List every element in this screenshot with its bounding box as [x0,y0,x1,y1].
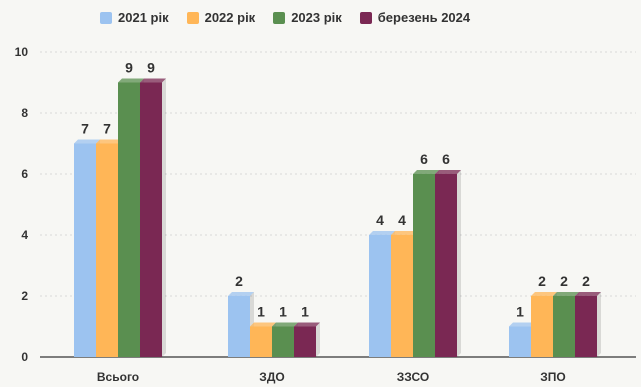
bar-top [435,170,461,174]
data-label: 9 [125,60,133,76]
bar-side [597,292,601,357]
legend-item-2021: 2021 рік [100,10,169,25]
data-label: 2 [235,273,243,289]
y-tick-label: 2 [21,289,28,303]
data-label: 9 [147,60,155,76]
y-tick-label: 8 [21,106,28,120]
bar [96,143,118,357]
x-tick-label: Всього [97,370,139,384]
bar-top [96,139,122,144]
data-label: 7 [81,121,89,137]
legend-label-2023: 2023 рік [291,10,342,25]
legend-swatch-2022 [186,11,199,24]
data-label: 2 [560,273,568,289]
bar [74,143,96,357]
legend-label-2024: березень 2024 [377,10,471,25]
bar-side [316,322,320,357]
bar [575,296,597,357]
bar [140,82,162,357]
bar-top [391,231,417,235]
bar-top [272,322,298,327]
bar-top [294,322,320,327]
y-tick-label: 10 [15,45,29,59]
bar-top [553,292,579,296]
bar-top [575,292,601,296]
bar [369,235,391,357]
y-tick-label: 6 [21,167,28,181]
bar-top [140,78,166,83]
x-tick-label: ЗПО [540,370,565,384]
data-label: 1 [279,304,287,320]
data-label: 4 [398,212,406,228]
legend-item-2022: 2022 рік [186,10,256,25]
bar [250,326,272,357]
bar [272,326,294,357]
legend-swatch-2024 [359,11,372,24]
legend-label-2021: 2021 рік [118,10,169,25]
bar [435,174,457,357]
bar-top [413,170,439,174]
x-tick-label: ЗДО [259,370,284,384]
data-label: 1 [257,304,265,320]
bar-top [74,139,100,144]
data-label: 2 [582,273,590,289]
data-label: 4 [376,212,384,228]
legend-item-2023: 2023 рік [273,10,342,25]
legend: 2021 рік 2022 рік 2023 рік березень 2024 [100,10,470,25]
bar [509,326,531,357]
legend-swatch-2021 [100,11,112,24]
bar-top [118,78,144,83]
bar-side [457,170,461,357]
bar-top [531,292,557,296]
x-tick-label: ЗЗСО [397,370,429,384]
bar-top [369,231,395,235]
bar-top [228,292,254,296]
y-tick-label: 4 [21,228,28,242]
data-label: 2 [538,273,546,289]
y-tick-label: 0 [21,350,28,364]
data-label: 7 [103,121,111,137]
legend-item-2024: березень 2024 [359,10,471,25]
data-label: 1 [301,304,309,320]
bar-top [250,322,276,327]
legend-swatch-2023 [273,11,286,24]
data-label: 6 [420,151,428,167]
bar-top [509,322,535,327]
bar [413,174,435,357]
data-label: 1 [516,304,524,320]
data-label: 6 [442,151,450,167]
bar-side [162,78,166,357]
bar [294,326,316,357]
bar [228,296,250,357]
legend-label-2022: 2022 рік [204,10,256,25]
bar [391,235,413,357]
bar [531,296,553,357]
bar [553,296,575,357]
bar [118,82,140,357]
